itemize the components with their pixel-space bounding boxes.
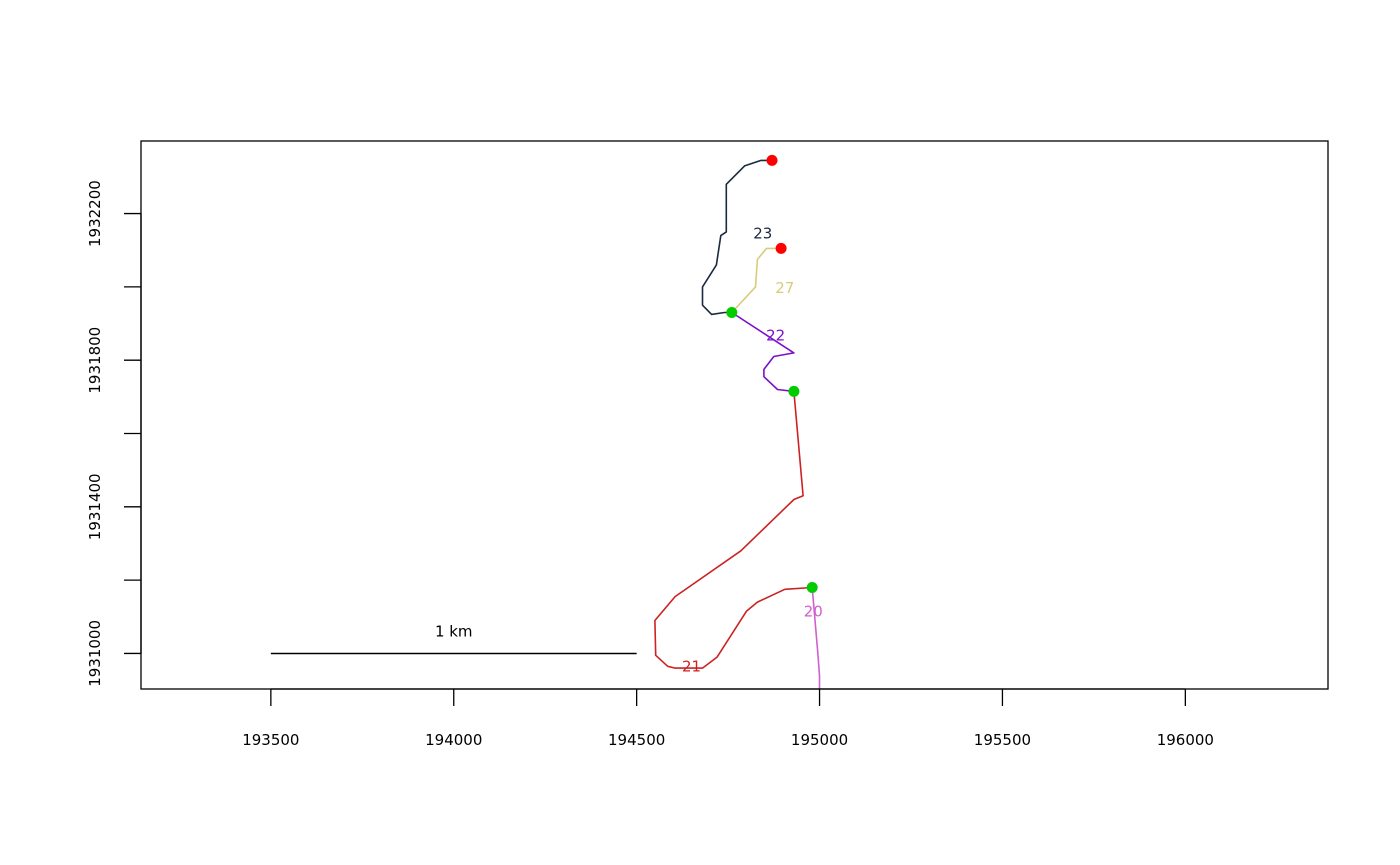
- x-tick-label: 194000: [425, 731, 482, 749]
- point-marker: [788, 385, 800, 397]
- label-layer: 23 27 22 21 20: [682, 225, 823, 676]
- x-tick-label: 195500: [974, 731, 1031, 749]
- point-marker: [775, 242, 787, 254]
- point-marker: [806, 582, 818, 593]
- series-label-22: 22: [766, 326, 785, 344]
- y-tick-label: 1931800: [86, 327, 104, 394]
- series-layer: [654, 159, 821, 689]
- y-tick-label: 1932200: [86, 180, 104, 247]
- y-axis: 1931000 1931400 1931800 1932200: [86, 180, 142, 687]
- x-tick-label: 193500: [242, 731, 299, 749]
- scale-bar: 1 km: [270, 622, 637, 655]
- x-tick-label: 194500: [608, 731, 665, 749]
- series-line-22: [731, 311, 795, 393]
- scale-bar-label: 1 km: [435, 622, 473, 640]
- marker-layer: [726, 154, 818, 593]
- x-tick-label: 196000: [1157, 731, 1214, 749]
- series-label-21: 21: [682, 657, 701, 675]
- series-label-23: 23: [753, 225, 772, 243]
- series-line-21: [654, 391, 813, 669]
- series-label-27: 27: [775, 279, 794, 297]
- series-label-20: 20: [804, 602, 823, 620]
- y-tick-label: 1931400: [86, 473, 104, 540]
- series-line-27: [731, 247, 782, 314]
- x-axis: 193500 194000 194500 195000 195500 196000: [242, 688, 1214, 749]
- series-line-23: [701, 159, 772, 316]
- point-marker: [766, 154, 778, 166]
- x-tick-label: 195000: [791, 731, 848, 749]
- point-marker: [726, 307, 738, 318]
- y-tick-label: 1931000: [86, 620, 104, 687]
- series-line-20: [811, 587, 821, 689]
